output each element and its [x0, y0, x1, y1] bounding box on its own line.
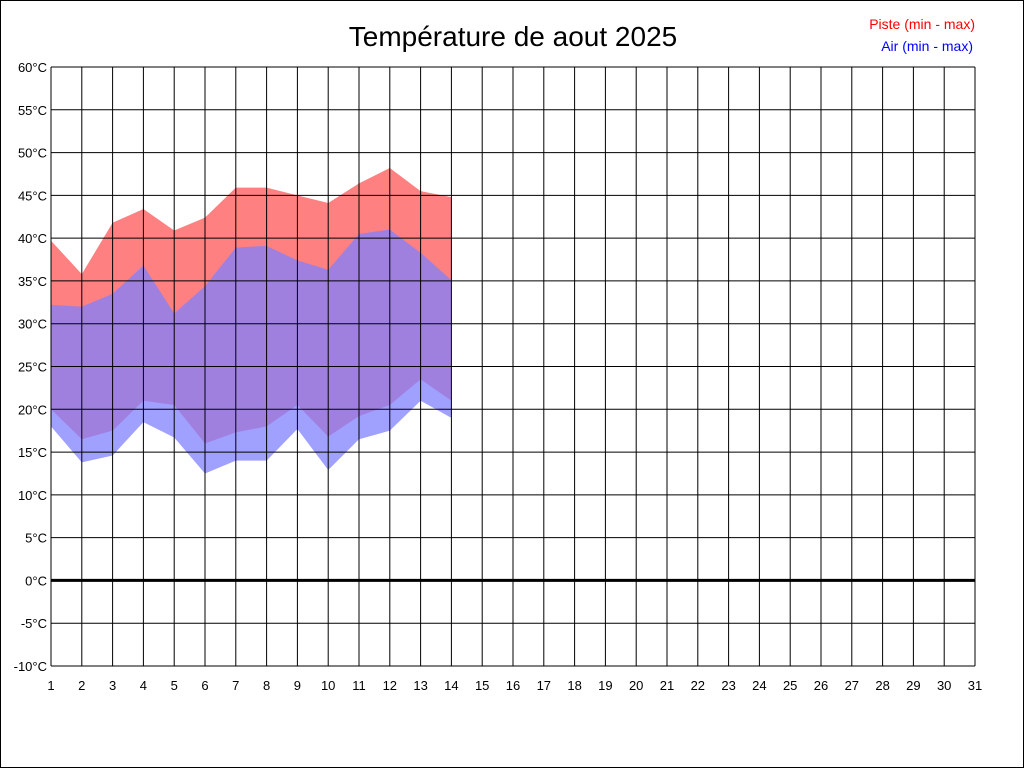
x-tick-label: 8 — [263, 678, 270, 693]
y-tick-label: -10°C — [14, 659, 47, 674]
x-tick-label: 26 — [814, 678, 828, 693]
grid-lines — [50, 66, 976, 667]
x-tick-label: 5 — [171, 678, 178, 693]
x-tick-label: 24 — [752, 678, 766, 693]
y-tick-label: 10°C — [18, 488, 47, 503]
x-tick-label: 11 — [352, 678, 366, 693]
x-tick-label: 7 — [232, 678, 239, 693]
x-tick-label: 23 — [721, 678, 735, 693]
x-tick-label: 6 — [201, 678, 208, 693]
x-tick-label: 12 — [383, 678, 397, 693]
x-tick-label: 15 — [475, 678, 489, 693]
y-tick-label: 35°C — [18, 274, 47, 289]
x-tick-label: 13 — [413, 678, 427, 693]
x-tick-label: 31 — [968, 678, 982, 693]
x-tick-label: 21 — [660, 678, 674, 693]
x-tick-label: 16 — [506, 678, 520, 693]
y-tick-label: -5°C — [21, 616, 47, 631]
y-tick-label: 25°C — [18, 360, 47, 375]
x-tick-label: 28 — [875, 678, 889, 693]
x-tick-label: 29 — [906, 678, 920, 693]
y-tick-label: 0°C — [25, 573, 47, 588]
x-tick-label: 22 — [691, 678, 705, 693]
y-tick-label: 5°C — [25, 531, 47, 546]
x-tick-label: 27 — [845, 678, 859, 693]
y-tick-label: 50°C — [18, 146, 47, 161]
area-band-air — [51, 229, 452, 474]
legend-air: Air (min - max) — [881, 38, 973, 54]
x-tick-label: 10 — [321, 678, 335, 693]
x-tick-label: 19 — [598, 678, 612, 693]
x-tick-label: 4 — [140, 678, 147, 693]
y-tick-label: 15°C — [18, 445, 47, 460]
x-tick-label: 20 — [629, 678, 643, 693]
x-tick-label: 25 — [783, 678, 797, 693]
x-tick-label: 1 — [47, 678, 54, 693]
x-tick-label: 18 — [567, 678, 581, 693]
series-areas — [51, 167, 452, 474]
x-tick-label: 14 — [444, 678, 458, 693]
x-tick-label: 9 — [294, 678, 301, 693]
y-tick-label: 40°C — [18, 231, 47, 246]
y-tick-label: 60°C — [18, 60, 47, 75]
x-axis-tick-labels: 1 2 3 4 5 6 7 8 9 10 11 12 13 14 15 16 17 18 19 20 21 22 23 24 2… — [47, 678, 982, 693]
y-axis-tick-labels: -10°C -5°C 0°C 5°C 10°C 15°C 20°C 25°C 30°C 35°C 4… — [14, 60, 47, 674]
x-tick-label: 3 — [109, 678, 116, 693]
legend-piste: Piste (min - max) — [869, 16, 975, 32]
x-tick-label: 2 — [78, 678, 85, 693]
y-tick-label: 20°C — [18, 402, 47, 417]
y-tick-label: 55°C — [18, 103, 47, 118]
y-tick-label: 45°C — [18, 188, 47, 203]
x-tick-label: 30 — [937, 678, 951, 693]
y-tick-label: 30°C — [18, 317, 47, 332]
x-tick-label: 17 — [537, 678, 551, 693]
chart-title: Température de aout 2025 — [349, 21, 677, 52]
